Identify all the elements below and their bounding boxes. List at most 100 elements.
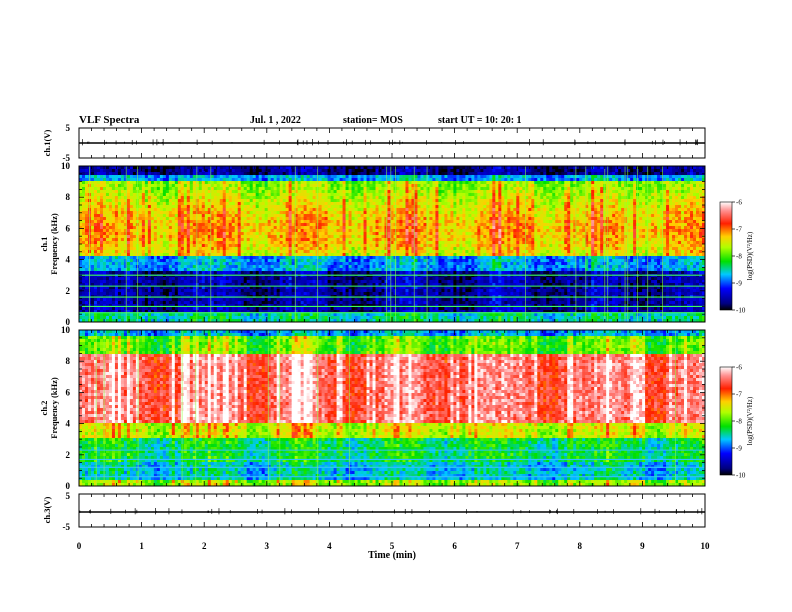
spectrogram-cell [282,250,287,254]
spectrogram-cell [228,280,233,284]
spectrogram-cell [183,313,188,317]
spectrogram-cell [132,223,137,227]
spectrogram-cell [285,253,290,257]
spectrogram-cell [123,199,128,203]
spectrogram-cell [249,250,254,254]
spectrogram-cell [153,265,158,269]
spectrogram-cell [84,193,89,197]
spectrogram-cell [192,310,197,314]
spectrogram-cell [171,286,176,290]
spectrogram-cell [162,292,167,296]
spectrogram-cell [240,208,245,212]
spectrogram-cell [162,208,167,212]
spectrogram-cell [183,250,188,254]
spectrogram-cell [180,292,185,296]
spectrogram-cell [297,256,302,260]
spectrogram-cell [90,211,95,215]
spectrogram-cell [171,244,176,248]
spectrogram-cell [156,214,161,218]
spectrogram-cell [336,226,340,230]
spectrogram-cell [258,226,263,230]
spectrogram-cell [171,247,176,251]
spectrogram-cell [93,316,98,320]
spectrogram-cell [147,166,152,170]
spectrogram-cell [270,211,275,215]
spectrogram-cell [318,319,323,322]
spectrogram-cell [276,307,281,311]
spectrogram-cell [79,184,83,188]
spectrogram-cell [273,193,278,197]
spectrogram-cell [117,211,122,215]
spectrogram-cell [348,313,352,317]
spectrogram-cell [195,196,200,200]
spectrogram-cell [333,310,337,314]
spectrogram-cell [243,181,248,185]
spectrogram-cell [312,178,317,182]
spectrogram-cell [309,181,314,185]
spectrogram-cell [246,196,251,200]
spectrogram-cell [267,229,272,233]
spectrogram-cell [120,184,125,188]
spectrogram-cell [186,211,191,215]
spectrogram-cell [222,280,227,284]
spectrogram-cell [79,316,83,320]
spectrogram-cell [82,250,86,254]
spectrogram-cell [282,292,287,296]
spectrogram-cell [300,283,305,287]
spectrogram-cell [120,220,125,224]
spectrogram-cell [339,181,343,185]
spectrogram-cell [312,244,317,248]
spectrogram-cell [243,310,248,314]
spectrogram-cell [327,220,331,224]
spectrogram-cell [309,280,314,284]
spectrogram-cell [219,175,224,179]
spectrogram-cell [216,193,221,197]
spectrogram-cell [192,169,197,173]
spectrogram-cell [129,286,134,290]
spectrogram-cell [267,301,272,305]
spectrogram-cell [174,301,179,305]
spectrogram-cell [273,298,278,302]
spectrogram-cell [342,166,346,170]
spectrogram-cell [105,202,110,206]
spectrogram-cell [258,289,263,293]
spectrogram-cell [192,223,197,227]
spectrogram-cell [99,265,104,269]
spectrogram-cell [288,166,293,170]
spectrogram-cell [114,289,119,293]
spectrogram-cell [189,277,194,281]
spectrogram-cell [99,184,104,188]
spectrogram-cell [153,250,158,254]
spectrogram-cell [111,169,116,173]
spectrogram-cell [234,220,239,224]
spectrogram-cell [126,265,131,269]
spectrogram-cell [183,238,188,242]
spectrogram-cell [153,184,158,188]
spectrogram-cell [82,301,86,305]
spectrogram-cell [165,223,170,227]
spectrogram-cell [147,172,152,176]
spectrogram-cell [168,205,173,209]
spectrogram-cell [171,169,176,173]
spectrogram-cell [99,277,104,281]
spectrogram-cell [246,238,251,242]
spectrogram-cell [82,310,86,314]
spectrogram-cell [171,277,176,281]
spectrogram-cell [213,238,218,242]
spectrogram-cell [324,187,329,191]
spectrogram-cell [189,310,194,314]
spectrogram-cell [153,199,158,203]
spectrogram-cell [159,244,164,248]
spectrogram-cell [264,199,269,203]
spectrogram-cell [279,184,284,188]
spectrogram-cell [129,199,134,203]
spectrogram-cell [288,169,293,173]
spectrogram-cell [255,319,260,322]
spectrogram-cell [234,184,239,188]
spectrogram-cell [159,196,164,200]
spectrogram-cell [204,313,209,317]
spectrogram-cell [276,256,281,260]
spectrogram-cell [279,187,284,191]
spectrogram-cell [141,190,146,194]
spectrogram-cell [294,271,299,275]
